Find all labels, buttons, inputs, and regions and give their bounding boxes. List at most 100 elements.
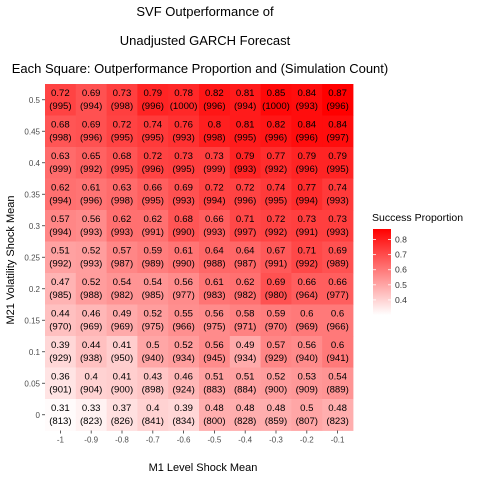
- legend-ticks: 0.8 0.7 0.6 0.5 0.4: [373, 235, 407, 305]
- cell-proportion-label: 0.74: [328, 183, 347, 194]
- y-tick-label: 0.1: [29, 348, 41, 357]
- cell-count-label: (997): [326, 133, 348, 144]
- cell-count-label: (993): [326, 227, 348, 238]
- heatmap-cell: [75, 241, 107, 274]
- cell-count-label: (929): [265, 353, 287, 364]
- heatmap-cell: [45, 147, 77, 179]
- cell-proportion-label: 0.5: [146, 340, 159, 351]
- cell-count-label: (975): [142, 322, 164, 333]
- cell-proportion-label: 0.36: [51, 372, 70, 383]
- cell-proportion-label: 0.66: [297, 277, 316, 288]
- cell-count-label: (800): [203, 416, 225, 427]
- cell-count-label: (998): [49, 133, 71, 144]
- cell-proportion-label: 0.64: [205, 246, 224, 257]
- cell-count-label: (992): [80, 164, 102, 175]
- cell-proportion-label: 0.79: [236, 151, 255, 162]
- heatmap-cell: [106, 147, 138, 179]
- cell-proportion-label: 0.85: [267, 88, 286, 99]
- x-tick-label: -0.2: [300, 436, 314, 445]
- cell-count-label: (995): [326, 164, 348, 175]
- cell-count-label: (924): [172, 385, 194, 396]
- cell-proportion-label: 0.79: [143, 88, 162, 99]
- cell-proportion-label: 0.81: [236, 88, 255, 99]
- x-tick-label: -1: [57, 436, 65, 445]
- cell-proportion-label: 0.51: [205, 372, 224, 383]
- heatmap-cell: [75, 399, 107, 431]
- heatmap-cell: [137, 147, 169, 179]
- x-tick-label: -0.9: [84, 436, 98, 445]
- heatmap-cell: [322, 399, 354, 431]
- heatmap-cell: [260, 367, 292, 400]
- heatmap-cell: [199, 304, 231, 337]
- cell-count-label: (1000): [262, 101, 290, 112]
- cell-proportion-label: 0.62: [51, 183, 70, 194]
- heatmap-cell: [45, 115, 77, 148]
- cell-count-label: (994): [80, 101, 102, 112]
- heatmap-cell: [75, 210, 107, 242]
- cell-count-label: (999): [49, 164, 71, 175]
- heatmap-cell: [106, 241, 138, 274]
- heatmap-cell: [168, 115, 200, 148]
- cell-count-label: (969): [111, 322, 133, 333]
- cell-count-label: (993): [172, 196, 194, 207]
- cell-count-label: (996): [142, 101, 164, 112]
- heatmap-cell: [322, 115, 354, 148]
- cell-count-label: (995): [142, 196, 164, 207]
- y-tick-label: 0.3: [29, 222, 41, 231]
- cell-count-label: (901): [49, 385, 71, 396]
- cell-count-label: (996): [80, 196, 102, 207]
- cell-proportion-label: 0.48: [236, 403, 255, 414]
- heatmap-cell: [260, 84, 292, 116]
- cell-count-label: (983): [203, 290, 225, 301]
- cell-proportion-label: 0.44: [82, 340, 101, 351]
- cell-count-label: (969): [296, 322, 318, 333]
- heatmap-cell: [45, 210, 77, 242]
- cell-proportion-label: 0.72: [51, 88, 70, 99]
- heatmap-cell: [168, 367, 200, 400]
- cell-proportion-label: 0.49: [236, 340, 255, 351]
- cell-count-label: (934): [234, 353, 256, 364]
- heatmap-cell: [75, 304, 107, 337]
- cell-proportion-label: 0.39: [174, 403, 193, 414]
- heatmap-cell: [229, 304, 261, 337]
- cell-proportion-label: 0.57: [51, 214, 70, 225]
- heatmap-cell: [322, 178, 354, 211]
- heatmap-cell: [106, 178, 138, 211]
- heatmap-cell: [45, 399, 77, 431]
- cell-count-label: (904): [80, 385, 102, 396]
- cell-proportion-label: 0.59: [267, 309, 286, 320]
- cell-proportion-label: 0.72: [205, 183, 224, 194]
- heatmap-cell: [75, 84, 107, 116]
- cell-count-label: (992): [296, 259, 318, 270]
- cell-proportion-label: 0.73: [113, 88, 132, 99]
- cell-count-label: (993): [172, 133, 194, 144]
- cell-proportion-label: 0.48: [205, 403, 224, 414]
- heatmap-cell: [106, 304, 138, 337]
- x-tick-label: -0.6: [177, 436, 191, 445]
- cell-proportion-label: 0.52: [143, 309, 162, 320]
- cell-proportion-label: 0.72: [113, 120, 132, 131]
- cell-proportion-label: 0.55: [174, 309, 193, 320]
- y-tick-label: 0.45: [24, 127, 40, 136]
- heatmap-cell: [137, 336, 169, 368]
- cell-count-label: (889): [326, 385, 348, 396]
- cell-proportion-label: 0.56: [205, 340, 224, 351]
- heatmap-cells: [45, 84, 354, 431]
- cell-proportion-label: 0.66: [328, 277, 347, 288]
- heatmap-cell: [75, 178, 107, 211]
- cell-proportion-label: 0.78: [174, 88, 193, 99]
- y-tick-label: 0.4: [29, 159, 41, 168]
- cell-proportion-label: 0.8: [208, 120, 221, 131]
- heatmap-cell: [137, 367, 169, 400]
- heatmap-cell: [168, 336, 200, 368]
- x-tick-label: -0.4: [238, 436, 252, 445]
- cell-count-label: (940): [142, 353, 164, 364]
- heatmap-cell: [168, 273, 200, 305]
- cell-proportion-label: 0.57: [267, 340, 286, 351]
- heatmap-cell: [199, 336, 231, 368]
- heatmap-cell: [168, 304, 200, 337]
- cell-proportion-label: 0.63: [113, 183, 132, 194]
- cell-count-label: (982): [111, 290, 133, 301]
- cell-count-label: (998): [111, 101, 133, 112]
